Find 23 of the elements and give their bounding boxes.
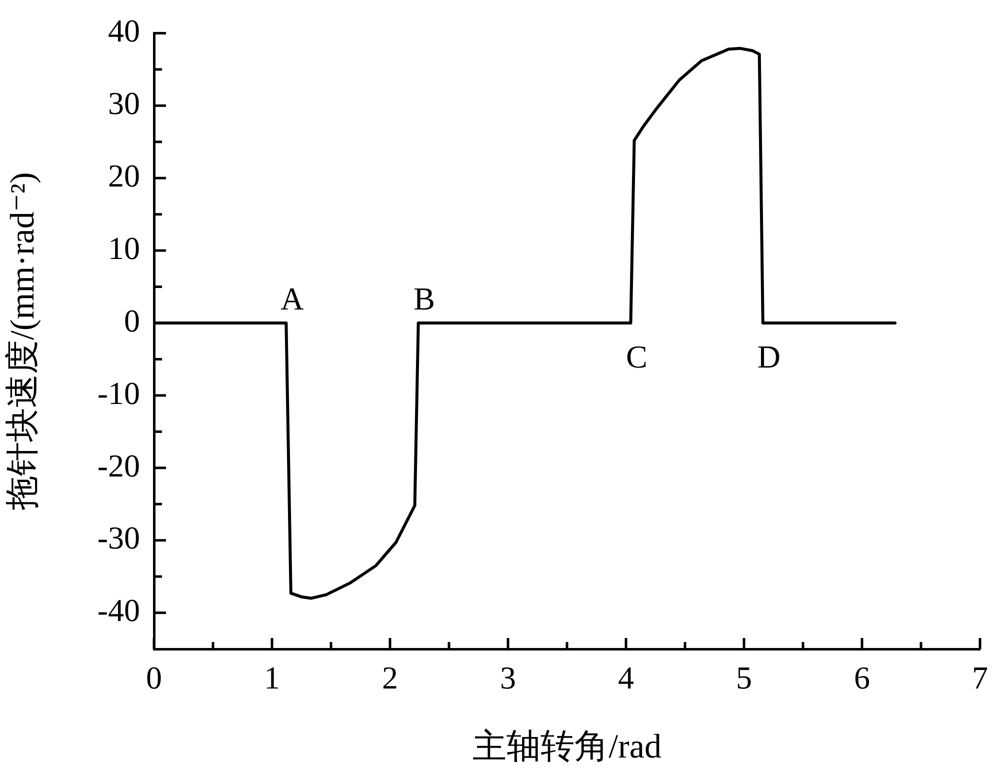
y-tick-label: 40 [108, 12, 140, 49]
annotation: A [280, 280, 304, 316]
x-tick-label: 3 [500, 660, 516, 696]
x-tick-label: 4 [618, 660, 634, 696]
x-tick-label: 7 [972, 660, 988, 696]
x-tick-label: 6 [854, 660, 870, 696]
x-tick-label: 0 [146, 660, 162, 696]
y-tick-label: 10 [108, 230, 140, 266]
y-tick-label: -40 [97, 592, 140, 628]
y-tick-label: -10 [97, 374, 140, 411]
y-tick-label: -20 [97, 447, 140, 484]
y-tick-label: -30 [97, 520, 140, 556]
y-tick-label: 0 [124, 302, 140, 338]
y-tick-label: 30 [108, 85, 140, 122]
x-tick-label: 2 [382, 660, 398, 696]
y-tick-label: 20 [108, 158, 140, 194]
y-axis-title: 拖针块速度/(mm·rad⁻²) [4, 172, 42, 512]
annotation: D [757, 338, 780, 374]
x-tick-label: 1 [264, 660, 280, 696]
annotation: C [626, 338, 648, 374]
annotation: B [414, 280, 435, 316]
x-axis-title: 主轴转角/rad [472, 728, 662, 766]
x-tick-label: 5 [736, 660, 752, 696]
